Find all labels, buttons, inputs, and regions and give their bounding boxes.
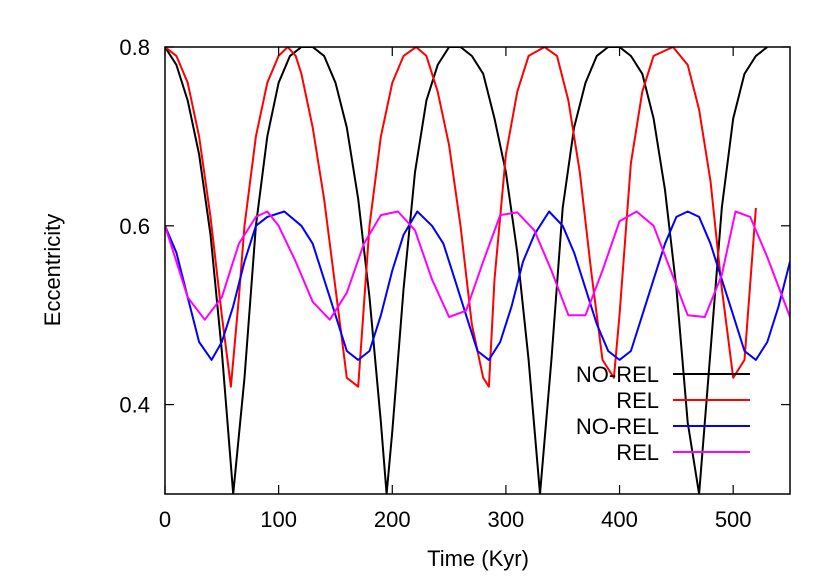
- x-axis-label: Time (Kyr): [427, 546, 529, 571]
- plot-frame: [164, 46, 791, 495]
- x-tick-label: 300: [488, 507, 525, 532]
- x-tick-label: 0: [159, 507, 171, 532]
- y-tick-label: 0.6: [119, 214, 150, 239]
- legend-label: REL: [616, 440, 659, 465]
- y-tick-label: 0.8: [119, 35, 150, 60]
- y-tick-label: 0.4: [119, 393, 150, 418]
- series-layer: [165, 47, 790, 494]
- x-tick-label: 500: [715, 507, 752, 532]
- series-line-1: [165, 47, 768, 494]
- series-line-2: [165, 47, 757, 388]
- series-line-4: [165, 210, 790, 321]
- x-tick-label: 400: [601, 507, 638, 532]
- legend-label: NO-REL: [576, 414, 659, 439]
- x-tick-label: 100: [260, 507, 297, 532]
- axis-ticks: 0 100 200 300 400 500 0.4 0.6 0.8: [119, 35, 790, 532]
- y-axis-label: Eccentricity: [40, 214, 65, 326]
- legend-label: NO-REL: [576, 362, 659, 387]
- x-tick-label: 200: [374, 507, 411, 532]
- series-line-3: [165, 210, 790, 361]
- legend-label: REL: [616, 388, 659, 413]
